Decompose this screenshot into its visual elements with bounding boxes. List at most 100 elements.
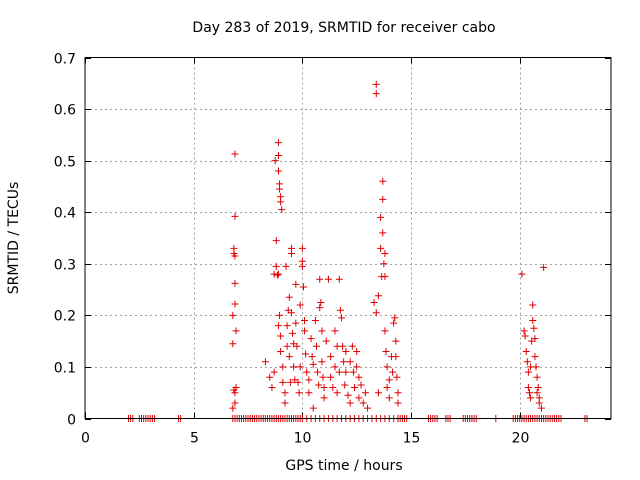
data-point bbox=[296, 301, 304, 309]
data-point bbox=[534, 384, 542, 392]
data-point bbox=[381, 249, 389, 257]
data-point bbox=[272, 262, 280, 270]
data-point bbox=[379, 229, 387, 237]
data-point bbox=[385, 376, 393, 384]
chart-title: Day 283 of 2019, SRMTID for receiver cab… bbox=[192, 20, 495, 36]
data-point bbox=[381, 327, 389, 335]
data-point bbox=[327, 373, 335, 381]
data-point bbox=[301, 327, 309, 335]
data-point bbox=[277, 347, 285, 355]
data-point bbox=[392, 337, 400, 345]
data-point bbox=[281, 389, 289, 397]
data-point bbox=[309, 360, 317, 368]
data-point bbox=[273, 271, 281, 279]
data-points bbox=[124, 80, 591, 422]
x-tick-label: 20 bbox=[512, 431, 530, 447]
data-point bbox=[540, 263, 548, 271]
data-point bbox=[292, 319, 300, 327]
data-point bbox=[327, 353, 335, 361]
data-point bbox=[355, 394, 363, 402]
y-tick-label: 0 bbox=[67, 413, 76, 429]
data-point bbox=[290, 363, 298, 371]
data-point bbox=[390, 319, 398, 327]
data-point bbox=[531, 353, 539, 361]
data-point bbox=[341, 381, 349, 389]
y-tick-label: 0.4 bbox=[54, 206, 76, 222]
data-point bbox=[383, 384, 391, 392]
data-point bbox=[266, 373, 274, 381]
data-point bbox=[272, 237, 280, 245]
data-point bbox=[331, 327, 339, 335]
data-point bbox=[520, 327, 528, 335]
data-point bbox=[336, 306, 344, 314]
data-point bbox=[270, 368, 278, 376]
data-point bbox=[533, 389, 541, 397]
data-point bbox=[529, 317, 537, 325]
data-point bbox=[293, 342, 301, 350]
data-point bbox=[315, 381, 323, 389]
data-point bbox=[353, 363, 361, 371]
data-point bbox=[229, 404, 237, 412]
data-point bbox=[231, 150, 239, 158]
data-point bbox=[377, 244, 385, 252]
y-tick-label: 0.6 bbox=[54, 103, 76, 119]
data-point bbox=[302, 350, 310, 358]
data-point bbox=[331, 363, 339, 371]
data-point bbox=[372, 90, 380, 98]
data-point bbox=[335, 368, 343, 376]
data-point bbox=[279, 378, 287, 386]
data-point bbox=[231, 300, 239, 308]
data-point bbox=[383, 363, 391, 371]
data-point bbox=[277, 332, 285, 340]
data-point bbox=[523, 358, 531, 366]
data-point bbox=[353, 347, 361, 355]
data-point bbox=[274, 151, 282, 159]
data-point bbox=[278, 206, 286, 214]
data-point bbox=[299, 283, 307, 291]
data-point bbox=[381, 273, 389, 281]
data-point bbox=[295, 389, 303, 397]
x-tick-label: 15 bbox=[403, 431, 421, 447]
data-point bbox=[337, 314, 345, 322]
data-point bbox=[287, 309, 295, 317]
data-point bbox=[261, 358, 269, 366]
data-point bbox=[372, 309, 380, 317]
data-point bbox=[285, 293, 293, 301]
data-point bbox=[282, 262, 290, 270]
data-point bbox=[339, 342, 347, 350]
data-point bbox=[274, 139, 282, 147]
data-point bbox=[314, 368, 322, 376]
data-point bbox=[229, 340, 237, 348]
data-point bbox=[307, 335, 315, 343]
data-point bbox=[355, 373, 363, 381]
x-tick-label: 0 bbox=[81, 431, 90, 447]
data-point bbox=[342, 347, 350, 355]
data-point bbox=[283, 322, 291, 330]
grid-lines bbox=[85, 57, 611, 419]
data-point bbox=[287, 249, 295, 257]
data-point bbox=[521, 332, 529, 340]
data-point bbox=[374, 292, 382, 300]
data-point bbox=[359, 399, 367, 407]
x-axis-label: GPS time / hours bbox=[285, 458, 402, 474]
x-tick-label: 5 bbox=[190, 431, 199, 447]
data-point bbox=[283, 342, 291, 350]
data-point bbox=[530, 324, 538, 332]
data-point bbox=[292, 280, 300, 288]
data-point bbox=[289, 329, 297, 337]
data-point bbox=[322, 337, 330, 345]
y-tick-label: 0.5 bbox=[54, 155, 76, 171]
data-point bbox=[518, 270, 526, 278]
data-point bbox=[229, 311, 237, 319]
data-point bbox=[231, 399, 239, 407]
data-point bbox=[348, 342, 356, 350]
data-point bbox=[346, 358, 354, 366]
data-point bbox=[382, 347, 390, 355]
axis-ticks bbox=[85, 57, 611, 420]
data-point bbox=[357, 381, 365, 389]
data-point bbox=[525, 389, 533, 397]
data-point bbox=[277, 198, 285, 206]
data-point bbox=[533, 373, 541, 381]
data-point bbox=[311, 317, 319, 325]
data-point bbox=[374, 389, 382, 397]
